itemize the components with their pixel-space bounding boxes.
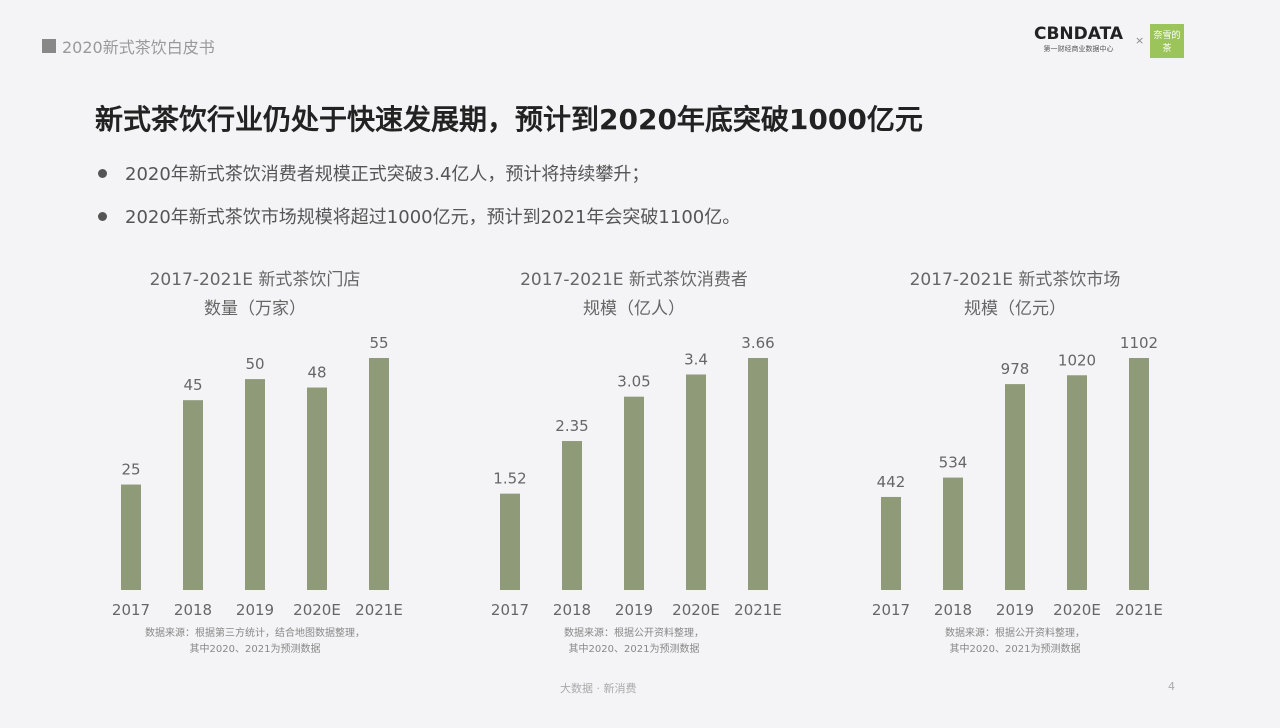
bar — [1129, 358, 1149, 590]
bullet-icon — [98, 211, 107, 221]
data-label: 45 — [183, 376, 202, 394]
x-tick-label: 2017 — [872, 601, 910, 619]
bar — [307, 387, 327, 590]
x-tick-label: 2021E — [734, 601, 782, 619]
x-tick-label: 2021E — [1115, 601, 1163, 619]
source-line: 数据来源：根据第三方统计，结合地图数据整理， — [145, 628, 365, 639]
bar — [686, 374, 706, 590]
x-tick-label: 2020E — [672, 601, 720, 619]
chart-title-line: 2017-2021E 新式茶饮市场 — [909, 270, 1121, 290]
source-line: 数据来源：根据公开资料整理， — [564, 628, 704, 639]
footer-brands: 大数据 · 新消费 — [560, 682, 637, 695]
x-tick-label: 2019 — [996, 601, 1034, 619]
x-tick-label: 2019 — [615, 601, 653, 619]
times-sign: × — [1135, 34, 1145, 47]
source-line: 数据来源：根据公开资料整理， — [945, 628, 1085, 639]
bullet-list: 2020年新式茶饮消费者规模正式突破3.4亿人，预计将持续攀升； 2020年新式… — [98, 160, 740, 246]
page-title: 新式茶饮行业仍处于快速发展期，预计到2020年底突破1000亿元 — [95, 103, 923, 136]
chart-title-consumers: 2017-2021E 新式茶饮消费者 规模（亿人） — [469, 266, 799, 324]
header-square-icon — [42, 39, 56, 53]
data-label: 3.66 — [741, 334, 774, 352]
bullet-item: 2020年新式茶饮市场规模将超过1000亿元，预计到2021年会突破1100亿。 — [98, 203, 740, 229]
chart-source-market: 数据来源：根据公开资料整理， 其中2020、2021为预测数据 — [850, 626, 1180, 658]
data-label: 534 — [939, 454, 968, 472]
chart-title-market: 2017-2021E 新式茶饮市场 规模（亿元） — [850, 266, 1180, 324]
x-tick-label: 2021E — [355, 601, 403, 619]
bullet-text: 2020年新式茶饮市场规模将超过1000亿元，预计到2021年会突破1100亿。 — [125, 207, 741, 228]
chart-title-line: 2017-2021E 新式茶饮门店 — [149, 270, 361, 290]
partner-logo: 奈雪的茶 — [1150, 24, 1184, 58]
report-title: 2020新式茶饮白皮书 — [62, 38, 215, 57]
bar — [1067, 375, 1087, 590]
data-label: 25 — [121, 461, 140, 479]
x-tick-label: 2018 — [934, 601, 972, 619]
bar — [943, 477, 963, 590]
x-tick-label: 2017 — [112, 601, 150, 619]
data-label: 978 — [1001, 360, 1030, 378]
x-tick-label: 2017 — [491, 601, 529, 619]
x-tick-label: 2019 — [236, 601, 274, 619]
cbndata-logo: CBNDATA 第一财经商业数据中心 — [1034, 24, 1123, 54]
bar — [500, 493, 520, 590]
logo-text: CBNDATA — [1034, 24, 1124, 44]
data-label: 48 — [307, 364, 326, 382]
chart-title-line: 2017-2021E 新式茶饮消费者 — [520, 270, 748, 290]
x-tick-label: 2018 — [553, 601, 591, 619]
bar — [121, 484, 141, 590]
data-label: 55 — [369, 334, 388, 352]
bullet-item: 2020年新式茶饮消费者规模正式突破3.4亿人，预计将持续攀升； — [98, 160, 740, 186]
chart-source-stores: 数据来源：根据第三方统计，结合地图数据整理， 其中2020、2021为预测数据 — [90, 626, 420, 658]
page-number: 4 — [1168, 680, 1175, 693]
data-label: 50 — [245, 355, 264, 373]
source-line: 其中2020、2021为预测数据 — [189, 644, 321, 655]
bullet-text: 2020年新式茶饮消费者规模正式突破3.4亿人，预计将持续攀升； — [125, 164, 650, 185]
x-tick-label: 2018 — [174, 601, 212, 619]
chart-title-line: 规模（亿元） — [964, 299, 1066, 319]
source-line: 其中2020、2021为预测数据 — [568, 644, 700, 655]
bullet-icon — [98, 168, 107, 178]
bar — [245, 379, 265, 590]
data-label: 1020 — [1058, 351, 1096, 369]
bar — [183, 400, 203, 590]
chart-title-line: 规模（亿人） — [583, 299, 685, 319]
x-tick-label: 2020E — [1053, 601, 1101, 619]
bar — [1005, 384, 1025, 590]
report-header: 2020新式茶饮白皮书 — [42, 34, 215, 58]
logo-subtitle: 第一财经商业数据中心 — [1043, 45, 1114, 53]
bar — [748, 358, 768, 590]
data-label: 1.52 — [493, 470, 526, 488]
bar — [369, 358, 389, 590]
chart-source-consumers: 数据来源：根据公开资料整理， 其中2020、2021为预测数据 — [469, 626, 799, 658]
source-line: 其中2020、2021为预测数据 — [949, 644, 1081, 655]
bar — [562, 441, 582, 590]
data-label: 3.05 — [617, 373, 650, 391]
bar — [881, 496, 901, 590]
data-label: 2.35 — [555, 417, 588, 435]
data-label: 3.4 — [684, 350, 708, 368]
data-label: 442 — [877, 473, 906, 491]
chart-title-stores: 2017-2021E 新式茶饮门店 数量（万家） — [90, 266, 420, 324]
bar — [624, 396, 644, 590]
data-label: 1102 — [1120, 334, 1158, 352]
chart-title-line: 数量（万家） — [204, 299, 306, 319]
x-tick-label: 2020E — [293, 601, 341, 619]
